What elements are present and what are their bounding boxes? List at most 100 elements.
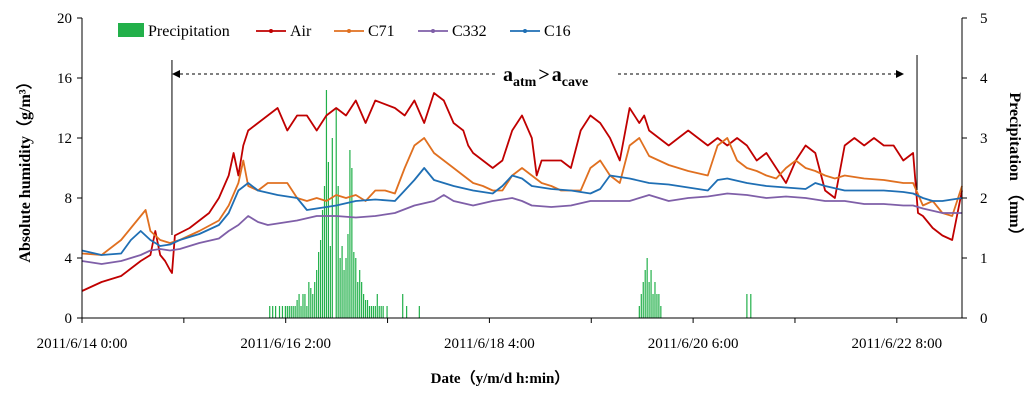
precip-bar (650, 270, 652, 318)
legend-marker (523, 29, 527, 33)
precip-bar (654, 282, 656, 318)
precip-bar (308, 282, 310, 318)
precip-bar (353, 252, 355, 318)
legend-label: C71 (368, 23, 395, 40)
x-tick-label: 2011/6/18 4:00 (444, 336, 535, 352)
precip-bar (316, 270, 318, 318)
precipitation-bars (269, 90, 752, 318)
legend-item-c332: C332 (418, 23, 487, 40)
precip-bar (284, 306, 286, 318)
x-ticks: 2011/6/14 0:00 2011/6/16 2:00 2011/6/18 4:… (37, 318, 942, 352)
left-tick-label: 8 (65, 191, 73, 207)
precip-bar (402, 294, 404, 318)
legend-label: C16 (544, 23, 571, 40)
precip-bar (290, 306, 292, 318)
legend-label: Air (290, 23, 312, 40)
precip-bar (644, 270, 646, 318)
precip-bar (343, 270, 345, 318)
legend-swatch (118, 23, 144, 37)
precip-bar (355, 258, 357, 318)
legend-item-c16: C16 (510, 23, 571, 40)
precip-bar (302, 294, 304, 318)
precip-bar (298, 294, 300, 318)
precip-bar (359, 270, 361, 318)
precip-bar (319, 240, 322, 318)
precip-bar (750, 294, 752, 318)
x-tick-label: 2011/6/16 2:00 (240, 336, 331, 352)
precip-bar (292, 306, 294, 318)
x-tick-label: 2011/6/22 8:00 (851, 336, 942, 352)
precip-bar (376, 294, 378, 318)
precip-bar (314, 282, 316, 318)
y-axis-title-left: Absolute humidity（g/m³） (16, 73, 34, 262)
precip-bar (310, 288, 312, 318)
precip-bar (304, 294, 306, 318)
left-tick-label: 4 (65, 251, 73, 267)
precip-bar (351, 168, 353, 318)
precip-bar (378, 306, 380, 318)
precip-bar (347, 234, 349, 318)
right-tick-label: 0 (980, 311, 988, 327)
precip-bar (325, 90, 328, 318)
precip-bar (269, 306, 271, 318)
precip-bar (275, 306, 277, 318)
precip-bar (656, 294, 658, 318)
precip-bar (364, 300, 367, 318)
precip-bar (281, 306, 284, 318)
series-line-c332 (81, 192, 962, 265)
precip-bar (321, 210, 324, 318)
right-tick-label: 1 (980, 251, 988, 267)
precip-bar (318, 252, 320, 318)
series-line-c71 (81, 137, 963, 256)
precip-bar (296, 300, 298, 318)
precip-bar (339, 258, 341, 318)
precip-bar (272, 306, 274, 318)
right-tick-label: 2 (980, 191, 988, 207)
precip-bar (374, 306, 376, 318)
left-ticks: 0 4 8 12 16 20 (57, 11, 82, 327)
left-tick-label: 0 (65, 311, 73, 327)
x-axis-title: Date（y/m/d h:min） (431, 369, 570, 387)
legend-item-precipitation: Precipitation (118, 23, 230, 40)
annotation: aatm > acave (171, 55, 918, 235)
precip-bar (370, 306, 373, 318)
precip-bar (648, 282, 650, 318)
x-tick-label: 2011/6/20 6:00 (648, 336, 739, 352)
legend-item-air: Air (256, 23, 312, 40)
precip-bar (335, 108, 337, 318)
left-tick-label: 16 (57, 71, 73, 87)
precip-bar (368, 306, 371, 318)
precip-bar (363, 294, 365, 318)
precip-bar (288, 306, 290, 318)
precip-bar (746, 294, 748, 318)
right-tick-label: 5 (980, 11, 988, 27)
precip-bar (331, 138, 333, 318)
legend-marker (431, 29, 435, 33)
precip-bar (361, 282, 363, 318)
precip-bar (372, 306, 374, 318)
legend-label: Precipitation (148, 23, 230, 40)
precip-bar (646, 258, 648, 318)
arrow-head-left (172, 70, 180, 78)
plot-frame (81, 18, 963, 319)
precip-bar (418, 306, 420, 318)
precip-bar (278, 306, 281, 318)
precip-bar (382, 306, 384, 318)
precip-bar (300, 306, 302, 318)
precip-bar (652, 294, 654, 318)
series-line-c16 (81, 167, 963, 256)
precip-bar (366, 300, 369, 318)
legend-marker (269, 29, 273, 33)
precip-bar (345, 258, 347, 318)
legend: Precipitation Air C71 C332 C16 (118, 23, 571, 40)
precip-bar (312, 294, 314, 318)
precip-bar (286, 306, 288, 318)
left-tick-label: 12 (57, 131, 72, 147)
arrow-head-right (896, 70, 904, 78)
precip-bar (386, 306, 388, 318)
x-tick-label: 2011/6/14 0:00 (37, 336, 128, 352)
precip-bar (337, 186, 339, 318)
precip-bar (638, 306, 640, 318)
precip-bar (406, 306, 408, 318)
